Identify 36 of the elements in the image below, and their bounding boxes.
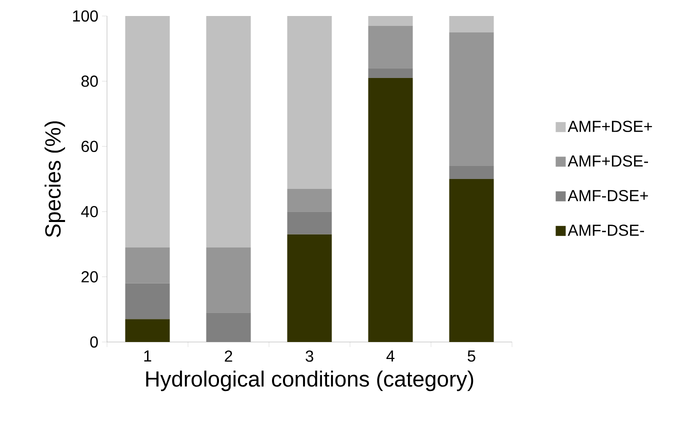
x-tick-label: 1 (144, 350, 152, 362)
bar (206, 312, 251, 342)
y-tick-label: 40 (81, 206, 98, 218)
bar (368, 68, 413, 78)
bar (206, 16, 251, 248)
bar (125, 16, 170, 248)
x-tick-label: 4 (386, 350, 394, 362)
y-tick-label: 60 (82, 140, 98, 152)
legend-label: AMF-DSE+ (568, 190, 648, 202)
bar (449, 32, 494, 166)
bar (287, 188, 332, 212)
x-tick-label: 5 (468, 350, 476, 362)
bar (449, 178, 494, 342)
bar (287, 16, 332, 189)
y-tick-label: 0 (90, 336, 98, 348)
bar (449, 166, 494, 179)
legend-label: AMF+DSE- (568, 155, 648, 167)
bar (368, 78, 413, 342)
bar (287, 234, 332, 342)
y-tick-label: 100 (73, 10, 98, 22)
x-axis-title: Hydrological conditions (category) (146, 370, 474, 392)
y-tick-label: 20 (82, 271, 98, 282)
bar (449, 16, 494, 32)
bar (125, 283, 170, 320)
legend-label: AMF+DSE+ (568, 120, 652, 132)
bar (206, 247, 251, 313)
legend-label: AMF-DSE- (568, 224, 644, 236)
bar (368, 16, 413, 26)
x-tick-label: 3 (306, 350, 314, 362)
bar (125, 319, 170, 342)
bar (287, 212, 332, 234)
x-tick-label: 2 (224, 350, 232, 362)
bar (368, 26, 413, 68)
bar (125, 247, 170, 284)
y-axis-title: Species (%) (44, 121, 66, 238)
y-tick-label: 80 (81, 76, 98, 87)
